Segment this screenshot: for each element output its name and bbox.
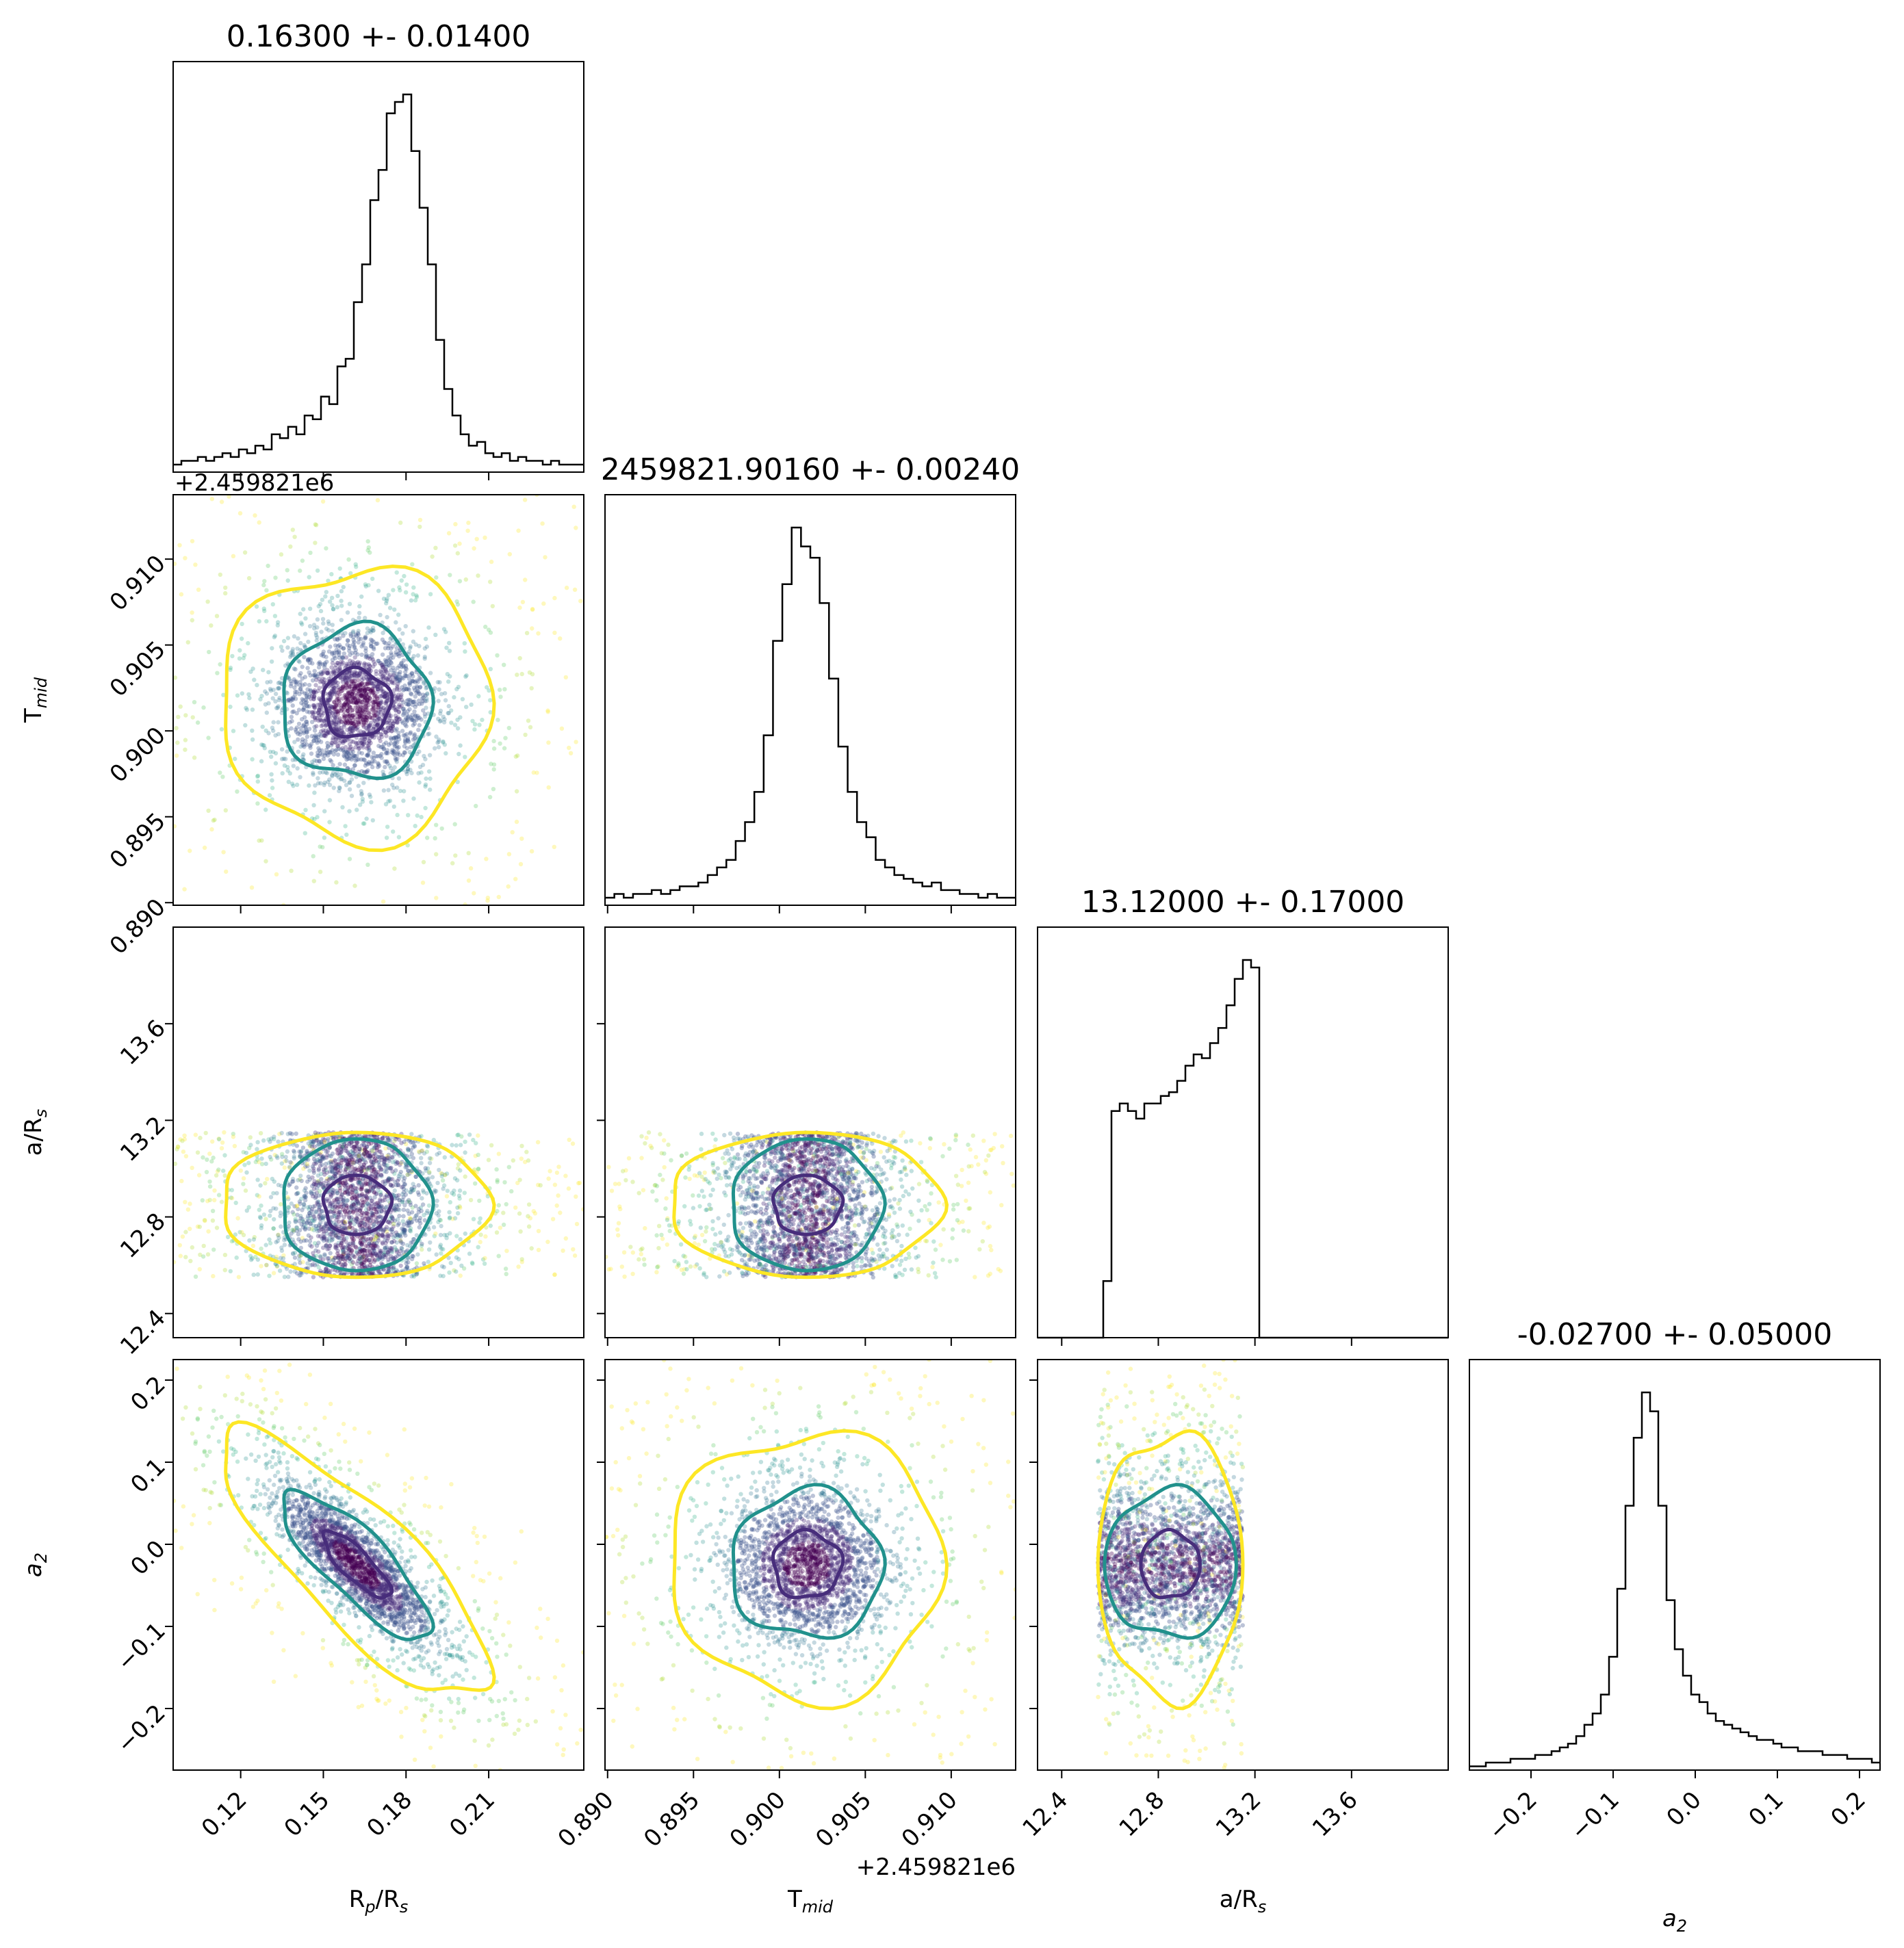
y-tick-label-ars: 13.2 (115, 1111, 171, 1167)
contour-3-ars-a2 (1096, 1429, 1245, 1711)
histogram-ars (1038, 959, 1448, 1339)
x-tick-label-tmid: 0.890 (553, 1787, 619, 1853)
hist-panel-ars (1037, 926, 1449, 1339)
hist-frame-ars (1037, 926, 1449, 1338)
scatter-frame-rp-ars (172, 926, 584, 1338)
panel-title-rp: 0.16300 +- 0.01400 (227, 19, 531, 54)
x-tick-label-a2: 0.2 (1825, 1787, 1871, 1832)
x-tick-label-a2: 0.1 (1743, 1787, 1789, 1832)
x-tick-label-ars: 13.6 (1307, 1787, 1363, 1843)
y-tick-label-ars: 12.4 (115, 1304, 171, 1360)
contour-1-rp-ars (321, 1173, 394, 1236)
scatter-panel-rp-a2 (172, 1359, 584, 1771)
scatter-frame-tmid-ars (604, 926, 1016, 1338)
y-tick-label-tmid: 0.905 (105, 636, 171, 702)
y-tick-label-tmid: 0.895 (105, 807, 171, 874)
x-offset-tmid: +2.459821e6 (856, 1854, 1016, 1881)
histogram-a2 (1469, 1391, 1880, 1767)
x-tick-label-a2: −0.1 (1565, 1787, 1625, 1846)
contour-1-ars-a2 (1139, 1528, 1202, 1600)
contour-1-tmid-ars (771, 1173, 845, 1236)
contour-3-rp-tmid (224, 564, 496, 853)
scatter-points-tmid-ars (605, 1130, 1016, 1280)
contour-2-tmid-a2 (731, 1483, 887, 1640)
y-tick-label-a2: 0.2 (125, 1371, 171, 1417)
scatter-frame-rp-a2 (172, 1359, 584, 1771)
scatter-panel-rp-ars (172, 926, 584, 1338)
y-tick-label-a2: −0.2 (112, 1700, 171, 1759)
panel-title-a2: -0.02700 +- 0.05000 (1517, 1317, 1833, 1352)
y-tick-label-tmid: 0.900 (105, 722, 171, 788)
hist-panel-tmid (604, 494, 1016, 906)
hist-frame-a2 (1469, 1359, 1881, 1771)
x-tick-label-ars: 12.8 (1114, 1787, 1170, 1843)
y-tick-label-tmid: 0.890 (105, 894, 171, 960)
contour-3-rp-a2 (224, 1420, 496, 1692)
contour-3-tmid-ars (672, 1130, 949, 1280)
scatter-frame-rp-tmid (172, 494, 584, 906)
hist-panel-rp (172, 61, 584, 473)
x-tick-label-rp: 0.18 (361, 1787, 417, 1843)
contour-2-ars-a2 (1103, 1483, 1238, 1640)
x-tick-label-rp: 0.15 (279, 1787, 335, 1843)
x-tick-label-a2: −0.2 (1483, 1787, 1543, 1846)
x-tick-label-tmid: 0.905 (810, 1787, 877, 1853)
x-tick-label-ars: 12.4 (1017, 1787, 1073, 1843)
panel-title-ars: 13.12000 +- 0.17000 (1081, 885, 1405, 920)
scatter-points-ars-a2 (1096, 1360, 1246, 1770)
contour-1-tmid-a2 (771, 1528, 845, 1600)
y-tick-label-ars: 12.8 (115, 1208, 171, 1264)
y-axis-label-tmid: Tmid (20, 677, 51, 723)
y-tick-label-tmid: 0.910 (105, 550, 171, 616)
y-tick-label-ars: 13.6 (115, 1015, 171, 1071)
x-axis-label-rp: Rp/Rs (349, 1886, 408, 1917)
scatter-panel-tmid-ars (604, 926, 1016, 1338)
x-axis-label-ars: a/Rs (1220, 1886, 1266, 1917)
x-tick-label-rp: 0.12 (196, 1787, 253, 1843)
x-tick-label-tmid: 0.895 (639, 1787, 705, 1853)
contour-1-rp-a2 (321, 1529, 394, 1600)
histogram-rp (173, 93, 584, 466)
scatter-frame-tmid-a2 (604, 1359, 1016, 1771)
y-tick-label-a2: 0.1 (125, 1453, 171, 1499)
scatter-panel-ars-a2 (1037, 1359, 1449, 1771)
x-axis-label-tmid: Tmid (787, 1886, 834, 1917)
contour-1-rp-tmid (321, 665, 394, 739)
scatter-points-rp-tmid (173, 495, 583, 905)
contour-3-rp-ars (224, 1130, 496, 1280)
x-tick-label-tmid: 0.900 (725, 1787, 791, 1853)
scatter-points-rp-ars (173, 1130, 584, 1280)
hist-frame-rp (172, 61, 584, 473)
contour-2-tmid-ars (731, 1137, 887, 1273)
contour-2-rp-ars (282, 1137, 435, 1273)
scatter-panel-tmid-a2 (604, 1359, 1016, 1771)
x-axis-label-a2: a2 (1662, 1905, 1687, 1936)
contour-3-tmid-a2 (672, 1429, 949, 1711)
hist-frame-tmid (604, 494, 1016, 906)
x-tick-label-rp: 0.21 (444, 1787, 500, 1843)
plot-root: 0.16300 +- 0.01400 2459821.90160 +- 0.002… (20, 19, 1881, 1936)
scatter-points-tmid-a2 (605, 1360, 1016, 1770)
y-tick-label-a2: −0.1 (112, 1618, 171, 1677)
hist-panel-a2 (1469, 1359, 1881, 1771)
scatter-frame-ars-a2 (1037, 1359, 1449, 1771)
contour-2-rp-a2 (282, 1488, 435, 1641)
y-axis-label-a2: a2 (20, 1553, 51, 1577)
scatter-panel-rp-tmid (172, 494, 584, 906)
panel-title-tmid: 2459821.90160 +- 0.00240 (601, 452, 1020, 487)
x-tick-label-tmid: 0.910 (897, 1787, 963, 1853)
y-axis-label-ars: a/Rs (20, 1109, 51, 1156)
y-offset-tmid: +2.459821e6 (175, 469, 334, 497)
x-tick-label-ars: 13.2 (1211, 1787, 1267, 1843)
y-tick-label-a2: 0.0 (125, 1535, 171, 1581)
x-tick-label-a2: 0.0 (1661, 1787, 1707, 1832)
histogram-tmid (605, 526, 1016, 899)
contour-2-rp-tmid (282, 619, 435, 781)
